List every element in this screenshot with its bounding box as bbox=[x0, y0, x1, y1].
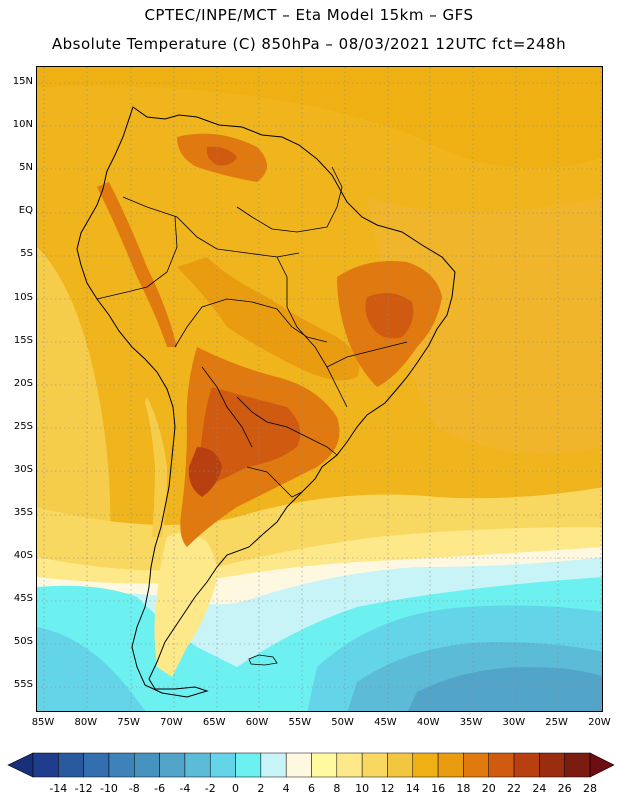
colorbar-label: 26 bbox=[557, 782, 572, 795]
colorbar-label: 0 bbox=[232, 782, 240, 795]
colorbar-cell bbox=[564, 752, 591, 778]
lat-lon-grid bbox=[37, 67, 602, 711]
colorbar-label: 4 bbox=[282, 782, 290, 795]
colorbar-label: 6 bbox=[308, 782, 315, 795]
longitude-label: 55W bbox=[288, 717, 312, 728]
map-title-line-2: Absolute Temperature (C) 850hPa – 08/03/… bbox=[51, 35, 567, 53]
colorbar-label: 8 bbox=[333, 782, 341, 795]
colorbar-cell bbox=[285, 752, 312, 778]
colorbar-cell bbox=[336, 752, 363, 778]
colorbar-label: 24 bbox=[532, 782, 547, 795]
latitude-label: 50S bbox=[13, 636, 33, 648]
longitude-label: 60W bbox=[245, 717, 269, 728]
latitude-label: 10N bbox=[12, 119, 33, 131]
colorbar-label: 12 bbox=[380, 782, 395, 795]
colorbar-cell bbox=[412, 752, 439, 778]
colorbar-cell bbox=[361, 752, 388, 778]
colorbar-cell bbox=[235, 752, 262, 778]
south-america-coastline bbox=[76, 106, 456, 698]
atlantic-warm-zone bbox=[367, 197, 602, 454]
longitude-label: 25W bbox=[545, 717, 568, 728]
pacific-mild-zone bbox=[37, 247, 111, 587]
longitude-label: 70W bbox=[160, 717, 183, 728]
northeast-brazil-very-hot-zone bbox=[365, 293, 414, 339]
colorbar-label: 22 bbox=[507, 782, 522, 795]
southwest-cold-zone bbox=[37, 627, 146, 711]
patagonia-cool-zone bbox=[154, 533, 218, 677]
map-canvas bbox=[37, 67, 602, 711]
chile-coastal-zone bbox=[145, 397, 167, 537]
latitude-label: 55S bbox=[13, 679, 33, 691]
longitude-label: 75W bbox=[117, 717, 140, 728]
colorbar-cell bbox=[83, 752, 110, 778]
interior-hot-zone-north bbox=[177, 257, 360, 381]
longitude-label: 20W bbox=[588, 717, 611, 728]
colorbar-cell bbox=[488, 752, 515, 778]
colorbar-cell bbox=[311, 752, 338, 778]
colorbar-label: 18 bbox=[456, 782, 471, 795]
colorbar-cell bbox=[159, 752, 186, 778]
country-borders bbox=[96, 166, 408, 498]
colorbar-label: 14 bbox=[405, 782, 420, 795]
venezuela-very-hot-zone bbox=[206, 146, 237, 166]
colorbar-cell bbox=[437, 752, 464, 778]
colorbar-cell bbox=[387, 752, 414, 778]
colorbar-label: -10 bbox=[99, 782, 118, 795]
latitude-label: 30S bbox=[13, 463, 33, 475]
longitude-label: 35W bbox=[459, 717, 483, 728]
colorbar-cell bbox=[32, 752, 59, 778]
temperature-map bbox=[36, 66, 603, 712]
latitude-label: EQ bbox=[18, 205, 33, 217]
temperature-colorbar bbox=[7, 752, 615, 778]
latitude-label: 20S bbox=[13, 377, 33, 389]
latitude-label: 5S bbox=[20, 248, 33, 260]
interior-hottest-zone bbox=[188, 447, 222, 497]
latitude-label: 40S bbox=[13, 550, 33, 562]
longitude-label: 80W bbox=[74, 717, 98, 728]
colorbar-cell bbox=[184, 752, 211, 778]
andes-hot-strip bbox=[97, 182, 177, 347]
longitude-label: 65W bbox=[202, 717, 226, 728]
longitude-label: 85W bbox=[31, 717, 55, 728]
colorbar-cell bbox=[463, 752, 489, 778]
colorbar-label: -4 bbox=[179, 782, 191, 795]
colorbar-cell bbox=[260, 752, 287, 778]
tropical-ocean-zone bbox=[37, 67, 602, 169]
longitude-label: 30W bbox=[502, 717, 526, 728]
colorbar-label: -14 bbox=[49, 782, 68, 795]
longitude-label: 50W bbox=[331, 717, 354, 728]
colorbar-cell bbox=[209, 752, 236, 778]
latitude-label: 25S bbox=[13, 420, 33, 432]
colorbar-high-arrow bbox=[589, 752, 615, 778]
falkland-islands bbox=[248, 654, 278, 666]
latitude-label: 15S bbox=[13, 334, 33, 346]
latitude-label: 45S bbox=[13, 593, 33, 605]
colorbar-label: 2 bbox=[257, 782, 265, 795]
colorbar-label: -8 bbox=[128, 782, 140, 795]
map-title-line-1: CPTEC/INPE/MCT – Eta Model 15km – GFS bbox=[144, 6, 474, 24]
latitude-label: 10S bbox=[13, 291, 33, 303]
colorbar-label: 16 bbox=[431, 782, 446, 795]
colorbar-cell bbox=[108, 752, 135, 778]
colorbar-cell bbox=[513, 752, 540, 778]
colorbar-label: -2 bbox=[204, 782, 216, 795]
latitude-label: 5N bbox=[19, 162, 33, 174]
colorbar-label: 28 bbox=[583, 782, 597, 795]
colorbar-label: -6 bbox=[154, 782, 166, 795]
south-atlantic-coldest-zone bbox=[407, 667, 602, 711]
colorbar-label: -12 bbox=[74, 782, 93, 795]
longitude-label: 45W bbox=[374, 717, 397, 728]
interior-very-hot-zone bbox=[200, 387, 301, 487]
colorbar-cell bbox=[539, 752, 565, 778]
longitude-label: 40W bbox=[416, 717, 440, 728]
colorbar-cell bbox=[134, 752, 160, 778]
latitude-label: 35S bbox=[13, 507, 33, 518]
latitude-label: 15N bbox=[12, 76, 33, 87]
colorbar-label: 20 bbox=[481, 782, 496, 795]
colorbar-label: 10 bbox=[355, 782, 370, 795]
colorbar-cell bbox=[58, 752, 84, 778]
colorbar-low-arrow bbox=[7, 752, 34, 778]
